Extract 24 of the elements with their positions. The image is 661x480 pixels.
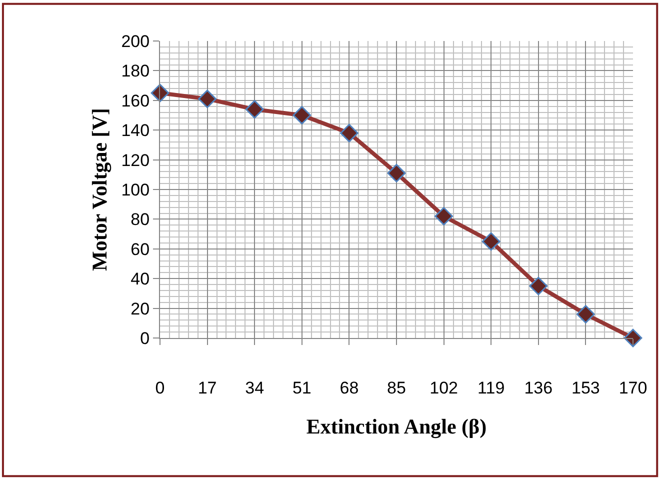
y-tick-label: 180 bbox=[121, 62, 150, 81]
y-tick-label: 80 bbox=[130, 210, 150, 230]
y-tick-label: 100 bbox=[121, 180, 150, 200]
y-tick-label: 160 bbox=[121, 91, 150, 110]
y-tick-label: 120 bbox=[121, 150, 150, 170]
x-tick-label: 68 bbox=[340, 378, 359, 398]
x-tick-label: 119 bbox=[478, 378, 505, 398]
y-tick-label: 140 bbox=[121, 121, 150, 140]
y-tick-label: 200 bbox=[121, 32, 150, 51]
x-tick-label: 136 bbox=[524, 378, 553, 398]
y-tick-label: 20 bbox=[130, 299, 150, 318]
x-tick-label: 102 bbox=[430, 378, 458, 398]
x-tick-label: 170 bbox=[618, 378, 648, 398]
y-tick-label: 40 bbox=[130, 270, 150, 289]
x-tick-label: 85 bbox=[387, 378, 406, 398]
x-tick-label: 153 bbox=[572, 378, 600, 398]
x-axis-title: Extinction Angle (β) bbox=[306, 414, 487, 439]
x-tick-label: 34 bbox=[245, 378, 264, 398]
x-tick-label: 51 bbox=[292, 378, 312, 398]
y-tick-label: 0 bbox=[140, 328, 150, 348]
x-tick-label: 17 bbox=[198, 378, 217, 398]
x-tick-label: 0 bbox=[155, 378, 165, 398]
y-tick-label: 60 bbox=[130, 240, 150, 259]
y-axis-title: Motor Voltgae [V] bbox=[87, 108, 112, 271]
